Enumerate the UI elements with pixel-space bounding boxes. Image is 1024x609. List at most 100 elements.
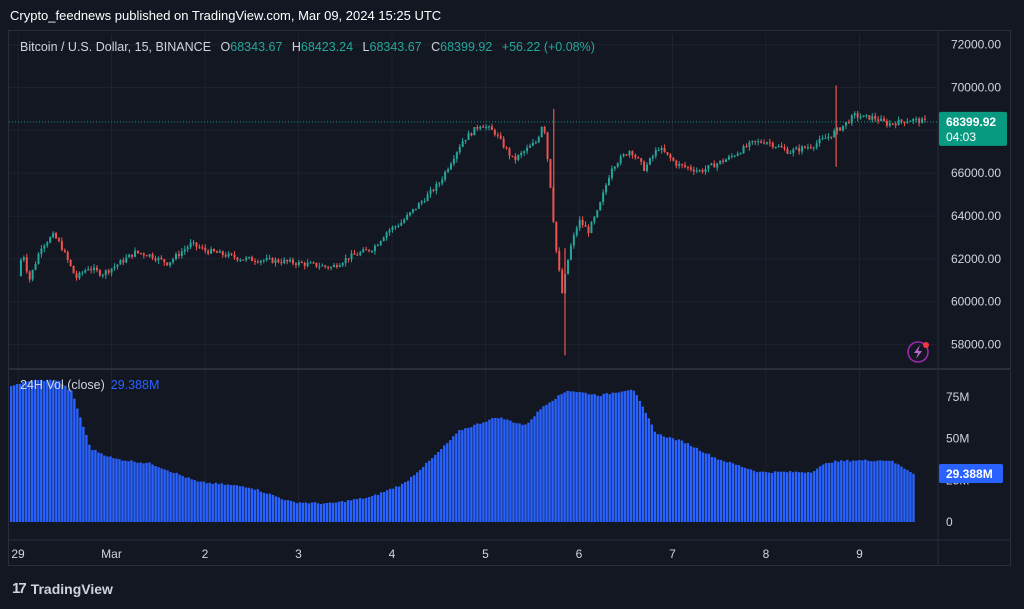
- volume-bar: [906, 470, 909, 522]
- candle-body: [865, 115, 868, 117]
- candle-body: [84, 270, 87, 273]
- volume-bar: [864, 459, 867, 522]
- candle-body: [57, 238, 60, 241]
- volume-bar: [46, 379, 49, 522]
- candle-body: [49, 237, 52, 243]
- candle-body: [169, 262, 172, 266]
- volume-bar: [638, 400, 641, 522]
- candle-body: [663, 148, 666, 153]
- lightning-icon[interactable]: [907, 341, 929, 363]
- candle-body: [593, 217, 596, 223]
- volume-bar: [852, 460, 855, 522]
- candle-body: [268, 257, 271, 259]
- volume-bar: [897, 464, 900, 522]
- candle-body: [63, 250, 66, 252]
- tradingview-logo-icon: 17: [12, 580, 27, 597]
- volume-bar: [238, 486, 241, 522]
- volume-bar: [870, 461, 873, 522]
- time-tick-label: 3: [295, 547, 302, 561]
- volume-bar: [232, 485, 235, 522]
- candle-body: [874, 116, 877, 120]
- volume-bar: [737, 465, 741, 522]
- candle-body: [122, 260, 125, 263]
- candle-body: [87, 268, 90, 271]
- candle-body: [678, 164, 681, 166]
- volume-bar: [229, 485, 232, 522]
- candle-body: [540, 126, 543, 138]
- volume-bar: [79, 417, 82, 522]
- volume-bar: [837, 461, 840, 522]
- volume-bar: [187, 477, 190, 522]
- volume-bar: [725, 462, 729, 522]
- volume-bar: [825, 463, 828, 522]
- candle-body: [713, 163, 716, 168]
- candle-body: [274, 259, 277, 263]
- volume-bar: [166, 470, 169, 522]
- volume-bar: [103, 455, 106, 522]
- candle-body: [183, 249, 186, 252]
- candle-body: [46, 242, 49, 246]
- candle-body: [537, 137, 540, 143]
- candle-body: [572, 235, 575, 246]
- volume-bar: [370, 496, 374, 522]
- candle-body: [499, 135, 502, 139]
- volume-bar: [599, 396, 602, 522]
- candle-body: [707, 165, 710, 169]
- candle-body: [464, 139, 467, 142]
- candle-body: [125, 257, 128, 263]
- volume-bar: [485, 421, 488, 522]
- volume-bar: [686, 443, 690, 522]
- candle-body: [625, 154, 628, 156]
- volume-bar: [253, 489, 257, 522]
- volume-bar: [316, 503, 320, 522]
- volume-bar: [37, 380, 40, 522]
- bar-countdown: 04:03: [946, 130, 976, 144]
- candle-body: [37, 253, 40, 264]
- candle-body: [394, 226, 397, 228]
- volume-bar: [843, 461, 846, 522]
- candle-body: [818, 139, 821, 144]
- publisher-line: Crypto_feednews published on TradingView…: [10, 8, 442, 23]
- candle-body: [75, 273, 78, 279]
- candle-body: [575, 228, 578, 236]
- volume-bar: [779, 471, 783, 522]
- candle-body: [877, 119, 880, 121]
- candle-body: [686, 166, 689, 168]
- volume-bar: [491, 418, 494, 522]
- candle-body: [517, 155, 520, 160]
- volume-label[interactable]: 24H Vol (close): [20, 378, 105, 392]
- candle-body: [490, 126, 493, 130]
- symbol-title[interactable]: Bitcoin / U.S. Dollar, 15, BINANCE: [20, 40, 212, 54]
- candle-body: [204, 247, 207, 251]
- volume-bar: [13, 385, 16, 522]
- candle-body: [154, 258, 157, 261]
- candle-body: [815, 143, 818, 148]
- volume-bar: [301, 502, 305, 522]
- candle-body: [783, 147, 786, 149]
- volume-bar: [530, 419, 533, 522]
- volume-bar: [154, 466, 157, 522]
- volume-bar: [605, 393, 608, 522]
- volume-bar: [713, 457, 717, 522]
- volume-bar: [873, 461, 876, 522]
- footer-brand[interactable]: 17 TradingView: [12, 580, 113, 597]
- candle-body: [798, 147, 801, 152]
- volume-bar: [58, 380, 61, 522]
- candle-body: [297, 261, 300, 265]
- candle-body: [28, 271, 31, 280]
- candle-body: [356, 254, 359, 256]
- volume-badge: [939, 464, 1003, 483]
- volume-bar: [683, 443, 687, 522]
- volume-tick-label: 50M: [946, 432, 969, 446]
- candle-body: [833, 131, 836, 138]
- volume-bar: [367, 497, 371, 522]
- candle-body: [493, 129, 496, 135]
- volume-bar: [521, 424, 524, 522]
- candle-body: [634, 155, 637, 158]
- volume-bar: [394, 486, 398, 522]
- volume-bar: [755, 472, 759, 522]
- volume-bar: [900, 466, 903, 522]
- volume-bar: [82, 426, 85, 522]
- candle-body: [666, 152, 669, 155]
